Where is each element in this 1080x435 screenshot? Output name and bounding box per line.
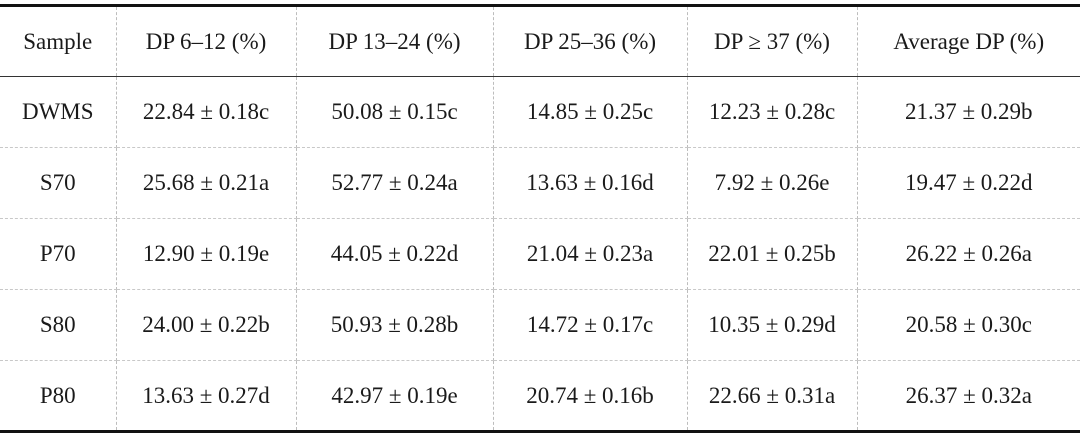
table-cell: 44.05 ± 0.22d xyxy=(295,218,494,290)
table-row: DWMS 22.84 ± 0.18c 50.08 ± 0.15c 14.85 ±… xyxy=(0,76,1080,148)
table-cell: 20.74 ± 0.16b xyxy=(492,360,688,432)
table-row: S80 24.00 ± 0.22b 50.93 ± 0.28b 14.72 ± … xyxy=(0,289,1080,361)
table-cell: 12.23 ± 0.28c xyxy=(686,76,858,148)
table-cell: 13.63 ± 0.27d xyxy=(115,360,297,432)
table-cell: 52.77 ± 0.24a xyxy=(295,147,494,219)
table-cell: 22.66 ± 0.31a xyxy=(686,360,858,432)
table-cell: 22.84 ± 0.18c xyxy=(115,76,297,148)
table-cell: 21.04 ± 0.23a xyxy=(492,218,688,290)
table-cell: 12.90 ± 0.19e xyxy=(115,218,297,290)
table-cell: 24.00 ± 0.22b xyxy=(115,289,297,361)
table-cell: 26.22 ± 0.26a xyxy=(856,218,1080,290)
table-cell: 19.47 ± 0.22d xyxy=(856,147,1080,219)
table-cell: P70 xyxy=(0,218,117,290)
table-cell: 50.08 ± 0.15c xyxy=(295,76,494,148)
header-cell-dp-37-plus: DP ≥ 37 (%) xyxy=(686,5,858,77)
table-cell: 42.97 ± 0.19e xyxy=(295,360,494,432)
table-cell: 10.35 ± 0.29d xyxy=(686,289,858,361)
table-cell: 26.37 ± 0.32a xyxy=(856,360,1080,432)
table-row: P80 13.63 ± 0.27d 42.97 ± 0.19e 20.74 ± … xyxy=(0,360,1080,432)
table-cell: P80 xyxy=(0,360,117,432)
table-cell: 7.92 ± 0.26e xyxy=(686,147,858,219)
table-cell: 13.63 ± 0.16d xyxy=(492,147,688,219)
table-cell: 14.85 ± 0.25c xyxy=(492,76,688,148)
header-cell-dp-6-12: DP 6–12 (%) xyxy=(115,5,297,77)
dp-distribution-table: Sample DP 6–12 (%) DP 13–24 (%) DP 25–36… xyxy=(0,4,1080,433)
table-cell: 25.68 ± 0.21a xyxy=(115,147,297,219)
header-cell-sample: Sample xyxy=(0,5,117,77)
header-cell-average-dp: Average DP (%) xyxy=(856,5,1080,77)
table-row: S70 25.68 ± 0.21a 52.77 ± 0.24a 13.63 ± … xyxy=(0,147,1080,219)
table-cell: S80 xyxy=(0,289,117,361)
table-cell: 50.93 ± 0.28b xyxy=(295,289,494,361)
table-cell: 20.58 ± 0.30c xyxy=(856,289,1080,361)
table-cell: 21.37 ± 0.29b xyxy=(856,76,1080,148)
table-body: DWMS 22.84 ± 0.18c 50.08 ± 0.15c 14.85 ±… xyxy=(0,76,1080,432)
header-cell-dp-25-36: DP 25–36 (%) xyxy=(492,5,688,77)
header-row: Sample DP 6–12 (%) DP 13–24 (%) DP 25–36… xyxy=(0,5,1080,77)
table-header: Sample DP 6–12 (%) DP 13–24 (%) DP 25–36… xyxy=(0,5,1080,77)
table-cell: S70 xyxy=(0,147,117,219)
table-cell: DWMS xyxy=(0,76,117,148)
header-cell-dp-13-24: DP 13–24 (%) xyxy=(295,5,494,77)
table-cell: 22.01 ± 0.25b xyxy=(686,218,858,290)
table-cell: 14.72 ± 0.17c xyxy=(492,289,688,361)
table-row: P70 12.90 ± 0.19e 44.05 ± 0.22d 21.04 ± … xyxy=(0,218,1080,290)
